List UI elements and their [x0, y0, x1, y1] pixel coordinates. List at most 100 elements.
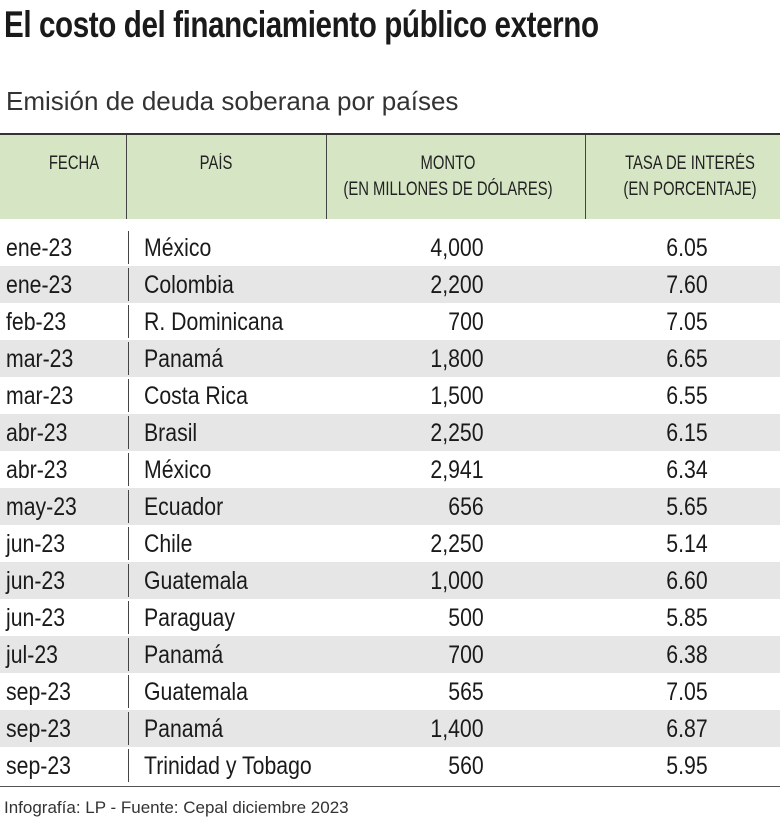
table-header: FECHA PAÍS MONTO (EN MILLONES DE DÓLARES) T… — [0, 133, 780, 219]
table-cell: 6.34 — [666, 456, 708, 484]
table-cell: 6.60 — [666, 567, 708, 595]
table-cell: 6.38 — [666, 641, 708, 669]
table-cell: México — [144, 234, 212, 262]
column-divider — [326, 135, 327, 219]
table-cell: 5.65 — [666, 493, 708, 521]
table-cell: Panamá — [144, 715, 224, 743]
column-divider — [128, 527, 129, 560]
table-cell: R. Dominicana — [144, 308, 284, 336]
table-cell: sep-23 — [6, 752, 71, 780]
table-cell: 560 — [448, 752, 484, 780]
column-divider — [128, 231, 129, 264]
column-divider — [128, 675, 129, 708]
table-cell: 5.95 — [666, 752, 708, 780]
title: El costo del financiamiento público exte… — [4, 4, 599, 45]
table-cell: ene-23 — [6, 271, 73, 299]
column-divider — [128, 601, 129, 634]
table-row: abr-23 México 2,941 6.34 — [0, 451, 780, 488]
table-row: may-23 Ecuador 656 5.65 — [0, 488, 780, 525]
table-row: mar-23 Panamá 1,800 6.65 — [0, 340, 780, 377]
table-cell: 2,250 — [430, 419, 484, 447]
table-cell: sep-23 — [6, 715, 71, 743]
table-cell: Trinidad y Tobago — [144, 752, 312, 780]
column-divider — [128, 416, 129, 449]
column-divider — [128, 342, 129, 375]
table-row: sep-23 Panamá 1,400 6.87 — [0, 710, 780, 747]
table-cell: 1,000 — [430, 567, 484, 595]
table-cell: 7.05 — [666, 678, 708, 706]
table-cell: 656 — [448, 493, 484, 521]
table-row: feb-23 R. Dominicana 700 7.05 — [0, 303, 780, 340]
column-divider — [128, 379, 129, 412]
table-cell: 1,400 — [430, 715, 484, 743]
table-cell: feb-23 — [6, 308, 67, 336]
table-cell: 6.05 — [666, 234, 708, 262]
column-header: FECHA — [48, 153, 100, 174]
column-divider — [126, 135, 127, 219]
table-cell: jun-23 — [6, 530, 66, 558]
table-row: abr-23 Brasil 2,250 6.15 — [0, 414, 780, 451]
table-cell: jul-23 — [6, 641, 58, 669]
table-cell: 6.65 — [666, 345, 708, 373]
column-divider — [128, 268, 129, 301]
table-cell: México — [144, 456, 212, 484]
table-row: sep-23 Guatemala 565 7.05 — [0, 673, 780, 710]
table-row: jun-23 Guatemala 1,000 6.60 — [0, 562, 780, 599]
table-cell: 7.05 — [666, 308, 708, 336]
table-cell: Ecuador — [144, 493, 224, 521]
source: Infografía: LP - Fuente: Cepal diciembre… — [4, 798, 349, 817]
column-divider — [585, 135, 586, 219]
table-cell: Panamá — [144, 345, 224, 373]
table-cell: Guatemala — [144, 567, 248, 595]
table-cell: Guatemala — [144, 678, 248, 706]
table-cell: abr-23 — [6, 456, 68, 484]
table-cell: Chile — [144, 530, 193, 558]
table-cell: jun-23 — [6, 567, 66, 595]
column-divider — [128, 712, 129, 745]
subtitle: Emisión de deuda soberana por países — [6, 86, 459, 116]
table-cell: 700 — [448, 308, 484, 336]
table-cell: may-23 — [6, 493, 77, 521]
table-cell: Costa Rica — [144, 382, 248, 410]
table-cell: 5.85 — [666, 604, 708, 632]
table-row: ene-23 Colombia 2,200 7.60 — [0, 266, 780, 303]
table-cell: 2,941 — [430, 456, 484, 484]
table-cell: 6.55 — [666, 382, 708, 410]
column-header: PAÍS — [199, 153, 233, 174]
table-row: sep-23 Trinidad y Tobago 560 5.95 — [0, 747, 780, 784]
column-divider — [128, 453, 129, 486]
table-cell: Brasil — [144, 419, 198, 447]
table-row: mar-23 Costa Rica 1,500 6.55 — [0, 377, 780, 414]
table-cell: 700 — [448, 641, 484, 669]
table-cell: jun-23 — [6, 604, 66, 632]
table-cell: Panamá — [144, 641, 224, 669]
column-divider — [128, 305, 129, 338]
table-cell: 1,500 — [430, 382, 484, 410]
table-cell: Colombia — [144, 271, 234, 299]
table-cell: 500 — [448, 604, 484, 632]
table-row: jun-23 Paraguay 500 5.85 — [0, 599, 780, 636]
table-cell: 6.87 — [666, 715, 708, 743]
table-cell: 1,800 — [430, 345, 484, 373]
table-cell: 5.14 — [666, 530, 708, 558]
table-row: ene-23 México 4,000 6.05 — [0, 229, 780, 266]
table-cell: 6.15 — [666, 419, 708, 447]
column-divider — [128, 638, 129, 671]
table-cell: Paraguay — [144, 604, 235, 632]
column-header: TASA DE INTERÉS (EN PORCENTAJE) — [623, 153, 757, 200]
column-divider — [128, 490, 129, 523]
table-cell: 7.60 — [666, 271, 708, 299]
table-row: jun-23 Chile 2,250 5.14 — [0, 525, 780, 562]
table-cell: ene-23 — [6, 234, 73, 262]
table-rule — [0, 786, 780, 787]
table-cell: 4,000 — [430, 234, 484, 262]
table-cell: mar-23 — [6, 345, 74, 373]
column-divider — [128, 749, 129, 782]
table-cell: 2,250 — [430, 530, 484, 558]
table-row: jul-23 Panamá 700 6.38 — [0, 636, 780, 673]
table-cell: 565 — [448, 678, 484, 706]
column-divider — [128, 564, 129, 597]
column-header: MONTO (EN MILLONES DE DÓLARES) — [343, 153, 553, 200]
table-cell: sep-23 — [6, 678, 71, 706]
